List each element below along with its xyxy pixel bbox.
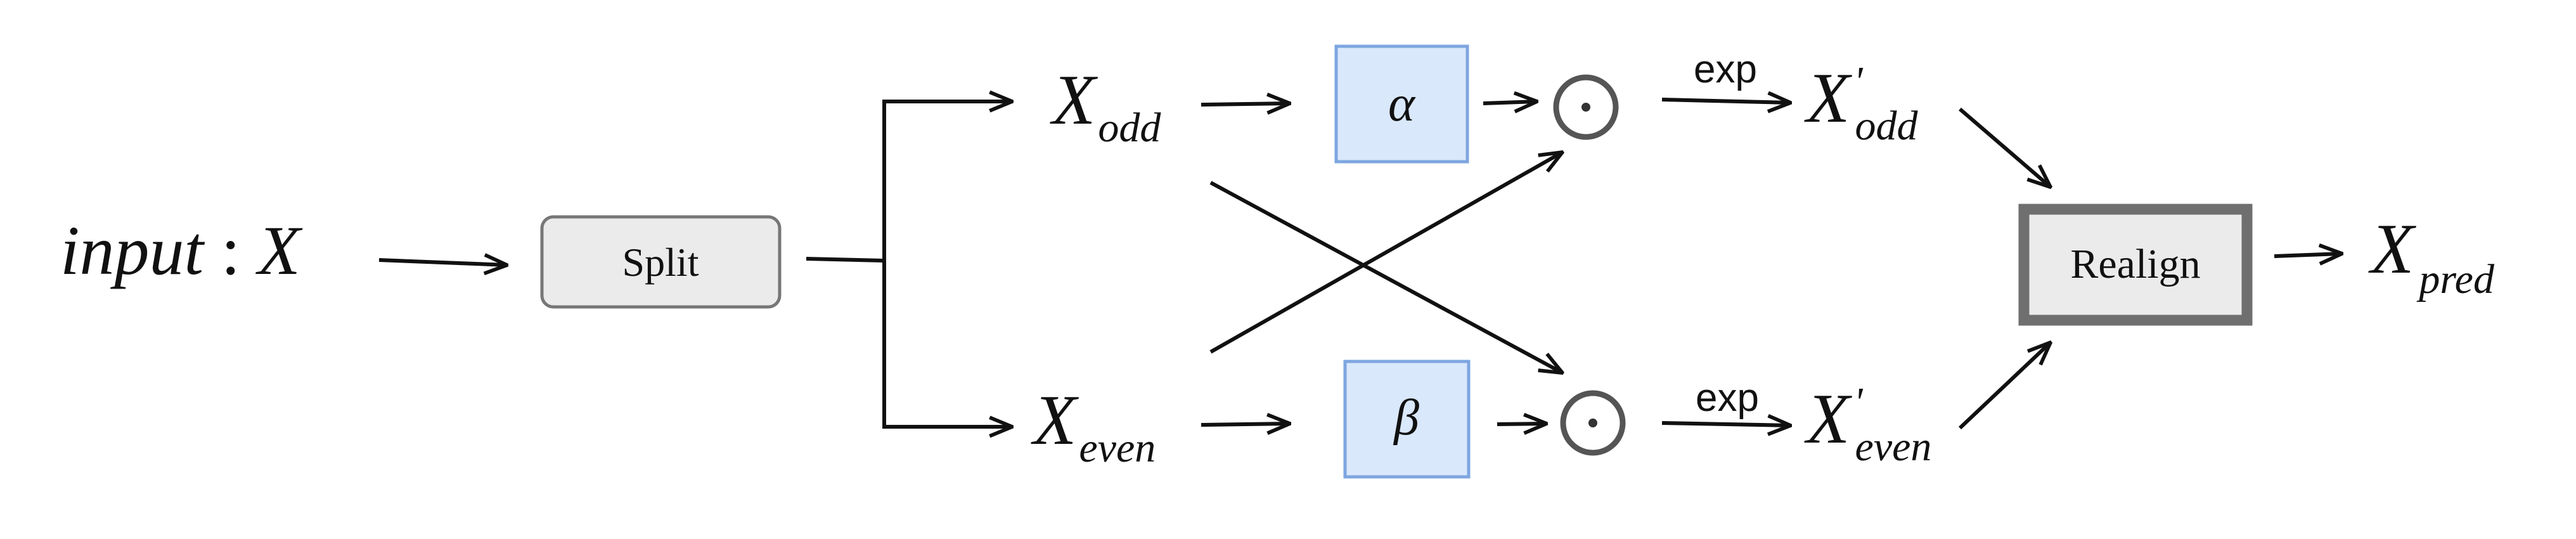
exp-bottom-label: exp xyxy=(1696,376,1759,420)
op-bottom xyxy=(1563,393,1623,453)
arrow-xoddprime-to-realign xyxy=(1960,109,2051,187)
hadamard-bottom-dot xyxy=(1588,419,1597,427)
x-even-sub: even xyxy=(1079,425,1156,471)
op-top xyxy=(1556,77,1616,137)
x-pred-var: X xyxy=(2368,210,2417,289)
x-even-var: X xyxy=(1031,381,1079,460)
realign-node: Realign xyxy=(2024,209,2247,320)
input-prefix: input xyxy=(60,212,205,289)
split-out-line xyxy=(806,259,884,261)
x-odd-var: X xyxy=(1050,61,1098,140)
x-odd-prime-label: X' odd xyxy=(1804,58,1919,149)
arrow-xodd-to-alpha xyxy=(1201,103,1290,105)
x-odd-prime-sub: odd xyxy=(1855,103,1919,149)
split-label: Split xyxy=(622,240,699,285)
split-node: Split xyxy=(542,217,780,307)
x-odd-sub: odd xyxy=(1098,105,1161,151)
cross-xodd-to-op-bottom xyxy=(1211,183,1562,373)
arrow-exp-top xyxy=(1662,100,1791,103)
arrow-exp-bottom xyxy=(1662,423,1791,425)
hadamard-top-dot xyxy=(1581,103,1590,112)
x-even-prime-sub: even xyxy=(1855,424,1932,470)
arrow-xeven-to-beta xyxy=(1201,424,1290,425)
x-odd-label: Xodd xyxy=(1050,61,1161,151)
input-label: input : X xyxy=(60,212,303,289)
input-var: X xyxy=(255,212,303,289)
alpha-node: α xyxy=(1336,46,1467,162)
beta-node: β xyxy=(1345,361,1469,477)
x-even-prime-mark: ' xyxy=(1853,379,1864,425)
arrow-input-to-split xyxy=(379,260,507,265)
arrow-alpha-to-op-top xyxy=(1483,101,1537,103)
x-odd-prime-mark: ' xyxy=(1853,58,1864,105)
x-odd-prime-var: X xyxy=(1804,59,1853,138)
alpha-label: α xyxy=(1388,76,1416,132)
x-even-label: Xeven xyxy=(1031,381,1156,471)
x-pred-sub: pred xyxy=(2416,256,2495,302)
realign-label: Realign xyxy=(2070,241,2200,287)
x-even-prime-var: X xyxy=(1804,380,1853,458)
x-even-prime-label: X' even xyxy=(1804,379,1931,470)
beta-label: β xyxy=(1393,390,1419,446)
cross-xeven-to-op-top xyxy=(1211,152,1562,352)
arrow-realign-to-xpred xyxy=(2274,254,2342,256)
input-colon: : xyxy=(203,212,258,289)
arrow-xevenprime-to-realign xyxy=(1960,342,2051,428)
exp-top-label: exp xyxy=(1694,48,1757,91)
